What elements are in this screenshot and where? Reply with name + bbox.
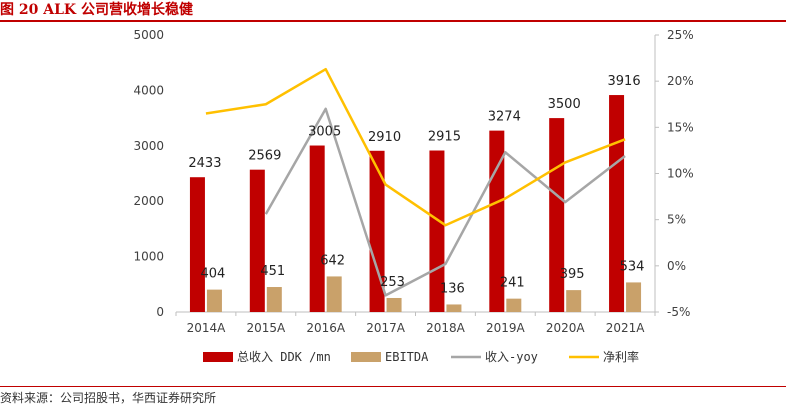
ebitda-data-label: 253 (380, 275, 405, 290)
right-y-tick-label: 5% (667, 213, 686, 227)
ebitda-data-label: 395 (560, 267, 585, 282)
x-tick-label: 2021A (606, 321, 646, 335)
revenue-bar (309, 145, 325, 312)
right-y-tick-label: 10% (667, 167, 694, 181)
revenue-bar (189, 177, 205, 312)
right-y-tick-label: 20% (667, 74, 694, 88)
right-y-tick-label: 0% (667, 259, 686, 273)
legend-swatch (351, 352, 381, 362)
legend-item: EBITDA (351, 350, 429, 364)
right-y-tick-label: 15% (667, 120, 694, 134)
ebitda-bar (266, 287, 282, 312)
chart-axes: 0 1000 2000 3000 4000 5000 -5% 0% 5% 10% 15% 20% 25%… (133, 28, 693, 335)
revenue-bar (609, 95, 625, 313)
revenue-data-label: 3500 (548, 97, 581, 112)
left-y-tick-label: 2000 (133, 194, 164, 208)
left-y-tick-label: 5000 (133, 28, 164, 42)
legend-label: 收入-yoy (485, 350, 538, 364)
left-y-tick-label: 3000 (133, 139, 164, 153)
ebitda-bar (206, 289, 222, 312)
ebitda-bar (566, 290, 582, 312)
revenue-data-label: 2569 (248, 149, 281, 164)
revenue-data-label: 3274 (488, 110, 521, 125)
x-tick-label: 2018A (426, 321, 466, 335)
chart-legend: 总收入 DDK /mn EBITDA 收入-yoy 净利率 (203, 349, 639, 364)
x-tick-label: 2017A (366, 321, 406, 335)
figure-title: 图 20 ALK 公司营收增长稳健 (0, 2, 193, 18)
footer-rule (0, 386, 786, 387)
revenue-bar (369, 150, 385, 312)
left-y-tick-label: 0 (156, 305, 164, 319)
legend-item: 收入-yoy (451, 350, 538, 364)
legend-label: EBITDA (385, 350, 429, 364)
legend-label: 总收入 DDK /mn (237, 350, 331, 364)
ebitda-bar (626, 282, 642, 312)
ebitda-data-label: 534 (620, 259, 645, 274)
x-tick-label: 2015A (246, 321, 286, 335)
right-y-tick-label: 25% (667, 28, 694, 42)
chart-lines (205, 67, 626, 297)
left-y-tick-label: 1000 (133, 250, 164, 264)
legend-item: 净利率 (569, 349, 639, 364)
ebitda-data-label: 642 (320, 253, 345, 268)
source-note: 资料来源：公司招股书，华西证券研究所 (0, 391, 217, 405)
ebitda-bar (326, 276, 342, 312)
revenue-bar (249, 169, 265, 312)
chart-data-labels: 2433 2569 3005 2910 2915 3274 3500 3916 404 451 64… (188, 74, 644, 296)
title-rule (0, 20, 786, 22)
x-tick-label: 2016A (306, 321, 346, 335)
right-y-tick-label: -5% (667, 305, 690, 319)
ebitda-data-label: 136 (440, 281, 465, 296)
x-tick-label: 2014A (187, 321, 227, 335)
x-tick-label: 2019A (486, 321, 526, 335)
revenue-data-label: 3916 (608, 74, 641, 89)
revenue-bar (549, 118, 565, 312)
net-margin-line (205, 67, 626, 227)
legend-swatch (203, 352, 233, 362)
revenue-data-label: 2910 (368, 130, 401, 145)
ebitda-data-label: 241 (500, 276, 525, 291)
x-tick-label: 2020A (546, 321, 586, 335)
ebitda-bar (446, 304, 462, 312)
left-y-tick-label: 4000 (133, 83, 164, 97)
legend-item: 总收入 DDK /mn (203, 350, 331, 364)
revenue-growth-chart: 0 1000 2000 3000 4000 5000 -5% 0% 5% 10% 15% 20% 25%… (133, 28, 693, 364)
ebitda-data-label: 404 (201, 267, 226, 282)
revenue-data-label: 2433 (188, 156, 221, 171)
revenue-yoy-line (264, 107, 626, 297)
revenue-data-label: 3005 (308, 125, 341, 140)
ebitda-bar (386, 297, 402, 312)
legend-label: 净利率 (603, 349, 639, 364)
ebitda-data-label: 451 (260, 264, 285, 279)
revenue-data-label: 2915 (428, 130, 461, 145)
ebitda-bar (506, 298, 522, 312)
